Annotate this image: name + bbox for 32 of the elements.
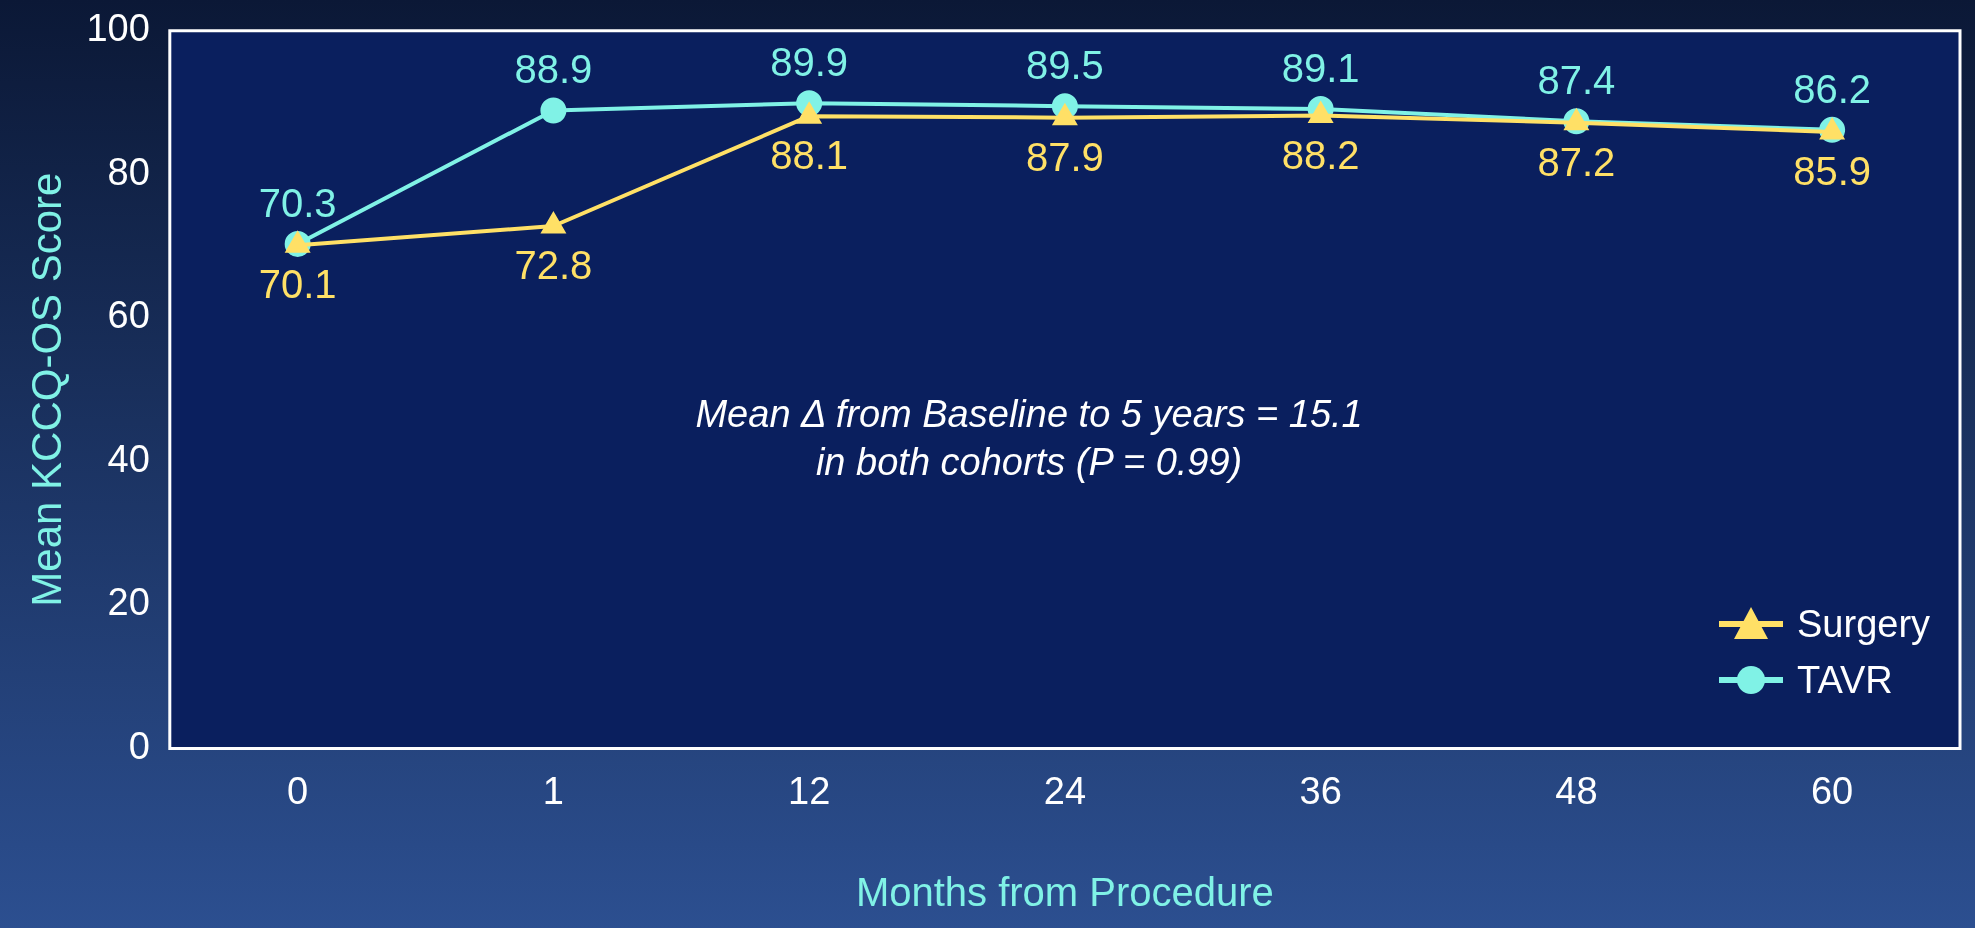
x-tick-label: 24 [1043,769,1087,812]
x-tick-label: 36 [1299,769,1342,812]
data-label: 86.2 [1793,66,1872,111]
x-tick-label: 1 [542,769,564,812]
y-tick-label: 80 [107,150,150,193]
x-tick-label: 0 [287,769,309,812]
data-label: 87.4 [1537,58,1616,103]
x-axis-title: Months from Procedure [855,870,1274,915]
x-tick-label: 60 [1810,769,1854,812]
data-label: 89.1 [1281,46,1360,91]
data-label: 85.9 [1793,149,1872,194]
data-label: 88.2 [1281,132,1360,177]
data-label: 70.1 [258,262,337,307]
y-tick-label: 40 [107,437,150,480]
y-tick-label: 0 [128,724,150,767]
data-label: 72.8 [514,243,593,288]
x-tick-label: 48 [1555,769,1598,812]
y-tick-label: 60 [107,294,150,337]
legend-label: Surgery [1797,602,1931,646]
data-label: 87.9 [1025,134,1104,179]
y-tick-label: 100 [86,7,150,50]
annotation: Mean Δ from Baseline to 5 years = 15.1 in both cohorts (P = 0.99) [694,391,1364,485]
data-label: 88.9 [514,47,593,92]
data-label: 70.3 [258,180,337,225]
data-label: 88.1 [770,133,849,178]
data-label: 89.9 [770,40,849,85]
data-label: 87.2 [1537,139,1616,184]
y-tick-label: 20 [107,581,150,624]
legend-label: TAVR [1797,658,1893,702]
x-tick-label: 12 [788,769,831,812]
data-label: 89.5 [1025,43,1104,88]
y-axis-title: Mean KCCQ-OS Score [22,172,70,607]
